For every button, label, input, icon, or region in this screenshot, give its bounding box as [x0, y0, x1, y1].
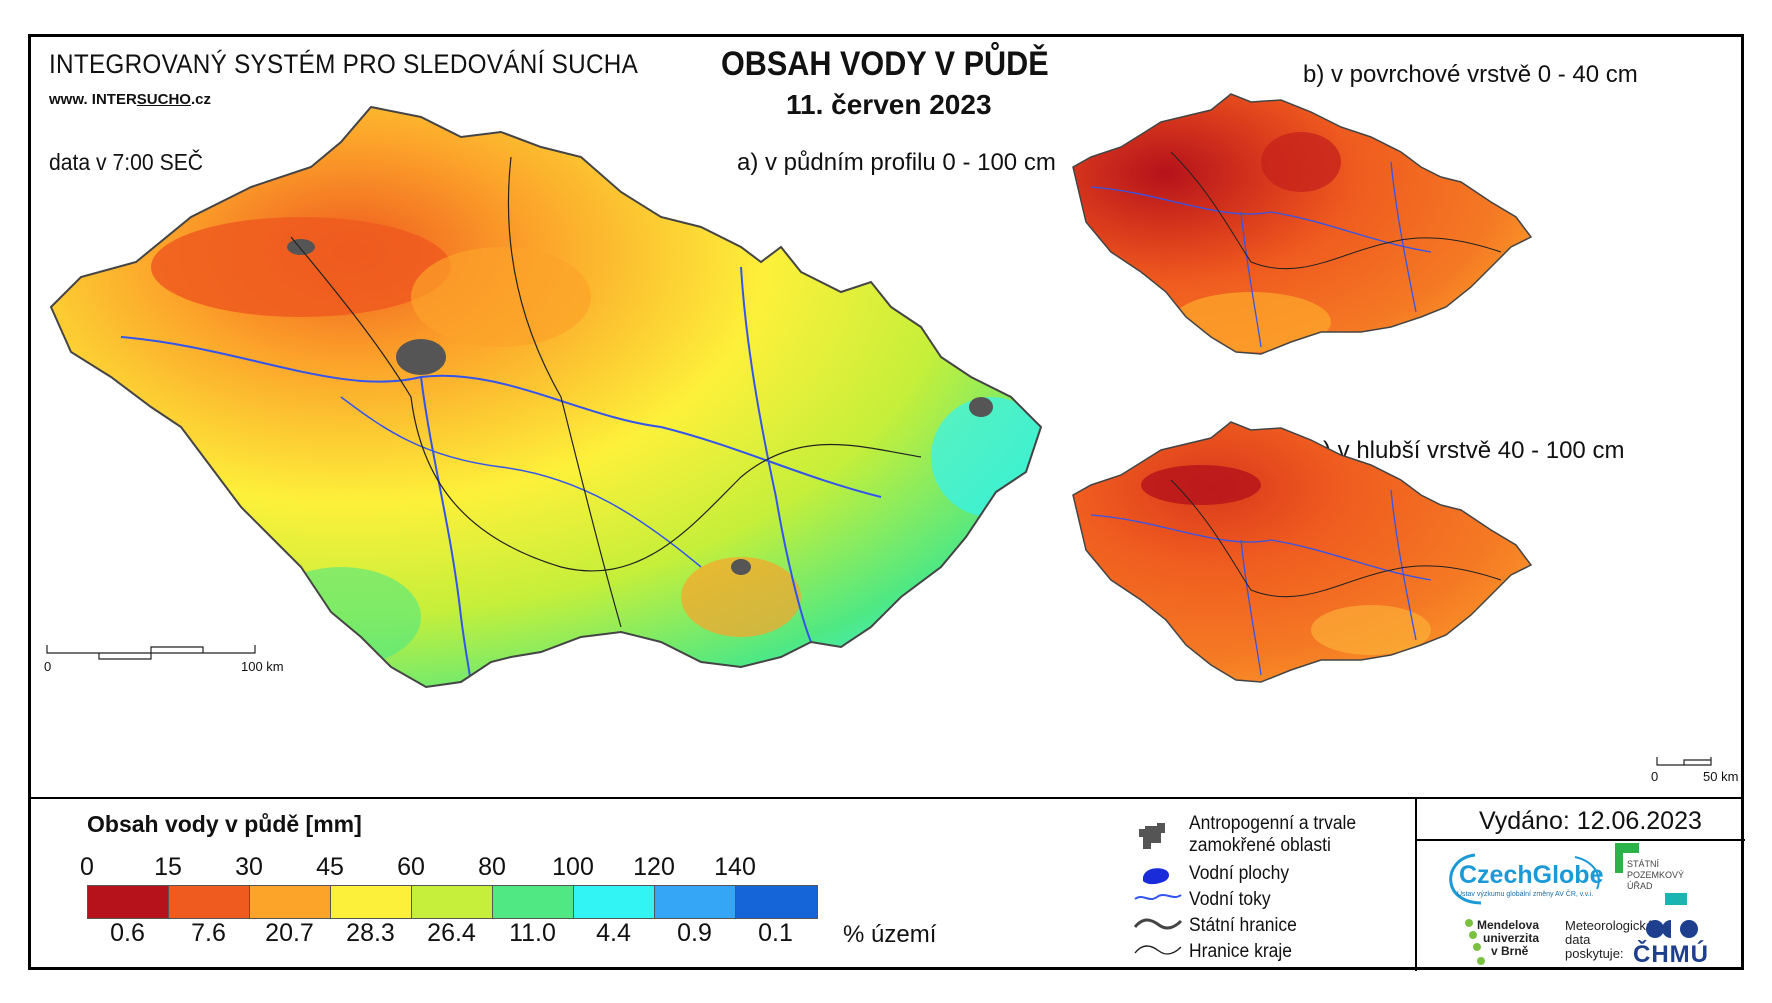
legend-break-7: 120	[633, 853, 675, 881]
scale-small-start: 0	[1651, 769, 1659, 784]
map-a	[49, 105, 1043, 689]
system-title: INTEGROVANÝ SYSTÉM PRO SLEDOVÁNÍ SUCHA	[49, 49, 639, 79]
anthropogenic-label: Antropogenní a trvale	[1189, 813, 1357, 834]
legend-swatch-8	[736, 886, 817, 918]
spu-logo[interactable]: STÁTNÍ POZEMKOVÝ ÚŘAD	[1627, 859, 1685, 891]
map-date: 11. červen 2023	[786, 89, 992, 120]
river-icon	[1134, 894, 1182, 900]
legend-percent-4: 26.4	[427, 919, 476, 947]
anthropogenic-icon	[1139, 823, 1165, 849]
scale-main-start: 0	[44, 659, 52, 674]
rivers-label: Vodní toky	[1189, 889, 1271, 910]
legend-swatch-5	[493, 886, 574, 918]
page-title: OBSAH VODY V PŮDĚ	[721, 45, 1049, 83]
legend-swatch-6	[574, 886, 655, 918]
state-border-label: Státní hranice	[1189, 915, 1297, 936]
legend-percent-0: 0.6	[110, 919, 145, 947]
water-body-icon	[1143, 868, 1169, 885]
legend-percent-1: 7.6	[191, 919, 226, 947]
data-time: data v 7:00 SEČ	[49, 149, 204, 175]
legend-swatch-7	[655, 886, 736, 918]
legend-percent-3: 28.3	[346, 919, 395, 947]
map-b	[1072, 93, 1533, 355]
water-bodies-label: Vodní plochy	[1189, 863, 1290, 884]
region-border-icon	[1134, 945, 1182, 955]
czechglobe-subtitle: Ústav výzkumu globální změny AV ČR, v.v.…	[1457, 891, 1594, 898]
scale-bar-small	[1656, 757, 1712, 766]
anthropogenic-label-2: zamokřené oblasti	[1189, 835, 1331, 856]
scale-main-end: 100 km	[241, 659, 284, 674]
mendel-university-logo[interactable]: Mendelova univerzita v Brně	[1477, 918, 1540, 958]
legend-swatch-2	[250, 886, 331, 918]
map-c-label: c) v hlubší vrstvě 40 - 100 cm	[1311, 437, 1625, 464]
scale-bar-main	[46, 645, 256, 660]
legend-break-0: 0	[80, 853, 94, 881]
state-border-icon	[1133, 918, 1183, 930]
legend-break-4: 60	[397, 853, 425, 881]
map-a-label: a) v půdním profilu 0 - 100 cm	[737, 149, 1056, 176]
czechglobe-logo-icon	[1449, 853, 1600, 905]
legend-percent-5: 11.0	[509, 919, 556, 947]
legend-percent-2: 20.7	[265, 919, 314, 947]
legend-swatches	[87, 885, 818, 919]
legend-break-2: 30	[235, 853, 263, 881]
website-link[interactable]: www. INTERSUCHO.cz	[49, 91, 211, 108]
legend-percent-8: 0.1	[758, 919, 793, 947]
legend-break-1: 15	[154, 853, 182, 881]
legend-break-5: 80	[478, 853, 506, 881]
legend-divider	[31, 797, 1741, 799]
footer-divider	[1415, 797, 1417, 971]
legend-break-6: 100	[552, 853, 594, 881]
legend-swatch-1	[169, 886, 250, 918]
issued-divider	[1415, 839, 1745, 841]
scale-small-end: 50 km	[1703, 769, 1739, 784]
legend-swatch-4	[412, 886, 493, 918]
mendel-logo-icon	[1465, 919, 1485, 965]
chmu-logo-icon	[1646, 920, 1698, 938]
legend-percent-6: 4.4	[596, 919, 631, 947]
meteorological-data-label: Meteorologická data poskytuje:	[1565, 918, 1654, 961]
region-border-label: Hranice kraje	[1189, 941, 1292, 962]
legend-break-3: 45	[316, 853, 344, 881]
map-b-label: b) v povrchové vrstvě 0 - 40 cm	[1303, 61, 1638, 88]
legend-break-8: 140	[714, 853, 756, 881]
spu-logo-icon	[1615, 843, 1687, 905]
legend-title: Obsah vody v půdě [mm]	[87, 811, 362, 837]
map-c	[1072, 421, 1533, 683]
map-frame: INTEGROVANÝ SYSTÉM PRO SLEDOVÁNÍ SUCHA w…	[28, 34, 1745, 971]
issued-date: Vydáno: 12.06.2023	[1479, 807, 1702, 835]
legend-percent-unit: % území	[843, 921, 937, 948]
legend-swatch-0	[88, 886, 169, 918]
legend-swatch-3	[331, 886, 412, 918]
legend-percent-7: 0.9	[677, 919, 712, 947]
chmu-logo[interactable]: ČHMÚ	[1633, 941, 1709, 968]
czechglobe-logo[interactable]: CzechGlobe	[1459, 861, 1604, 889]
